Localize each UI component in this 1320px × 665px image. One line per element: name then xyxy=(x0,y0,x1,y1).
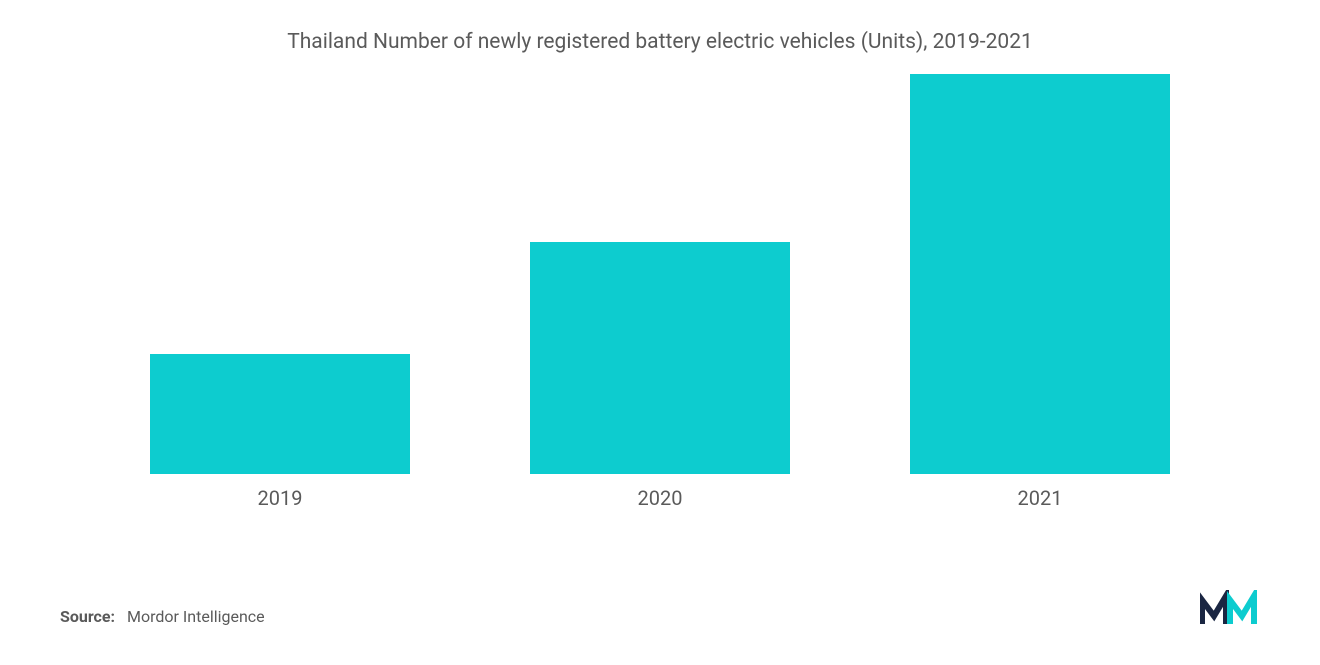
footer: Source: Mordor Intelligence xyxy=(50,590,1270,626)
source-attribution: Source: Mordor Intelligence xyxy=(60,607,265,626)
bar-group-2020: 2020 xyxy=(530,242,790,510)
bar-label-2019: 2019 xyxy=(258,486,303,510)
mordor-logo-icon xyxy=(1200,590,1260,626)
chart-title: Thailand Number of newly registered batt… xyxy=(50,30,1270,54)
chart-container: Thailand Number of newly registered batt… xyxy=(0,0,1320,665)
bar-group-2019: 2019 xyxy=(150,354,410,510)
bar-2021 xyxy=(910,74,1170,474)
bar-2019 xyxy=(150,354,410,474)
bar-label-2021: 2021 xyxy=(1018,486,1063,510)
bar-group-2021: 2021 xyxy=(910,74,1170,510)
bar-label-2020: 2020 xyxy=(638,486,683,510)
source-label: Source: xyxy=(60,607,115,626)
bar-2020 xyxy=(530,242,790,474)
plot-area: 2019 2020 2021 xyxy=(50,74,1270,510)
source-text: Mordor Intelligence xyxy=(127,607,265,626)
